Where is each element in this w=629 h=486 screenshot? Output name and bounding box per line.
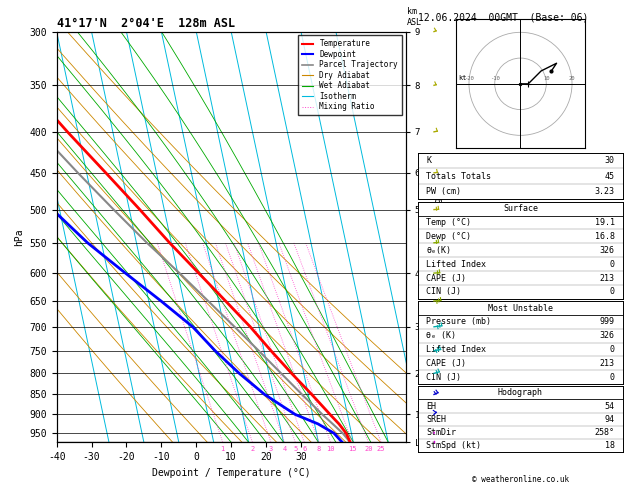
- Text: 213: 213: [599, 274, 615, 282]
- Text: 6: 6: [302, 446, 306, 452]
- Legend: Temperature, Dewpoint, Parcel Trajectory, Dry Adiabat, Wet Adiabat, Isotherm, Mi: Temperature, Dewpoint, Parcel Trajectory…: [298, 35, 402, 115]
- Text: CIN (J): CIN (J): [426, 287, 462, 296]
- Text: 4: 4: [282, 446, 287, 452]
- Text: 3: 3: [269, 446, 273, 452]
- Text: StmSpd (kt): StmSpd (kt): [426, 441, 481, 450]
- Text: km
ASL: km ASL: [407, 7, 422, 27]
- Text: 213: 213: [599, 359, 615, 368]
- Text: -20: -20: [464, 76, 474, 81]
- Text: 1: 1: [221, 446, 225, 452]
- Text: Surface: Surface: [503, 204, 538, 213]
- Text: 20: 20: [364, 446, 372, 452]
- Text: Pressure (mb): Pressure (mb): [426, 317, 491, 327]
- Text: SREH: SREH: [426, 415, 447, 424]
- Text: 8: 8: [317, 446, 321, 452]
- Text: 0: 0: [610, 373, 615, 382]
- Text: 30: 30: [604, 156, 615, 165]
- Text: Totals Totals: Totals Totals: [426, 172, 491, 181]
- Text: 19.1: 19.1: [594, 218, 615, 227]
- Text: 10: 10: [543, 76, 550, 81]
- Text: 326: 326: [599, 246, 615, 255]
- X-axis label: Dewpoint / Temperature (°C): Dewpoint / Temperature (°C): [152, 468, 311, 478]
- Text: 10: 10: [326, 446, 335, 452]
- Text: 16.8: 16.8: [594, 232, 615, 241]
- Text: 3.23: 3.23: [594, 187, 615, 196]
- Text: 25: 25: [377, 446, 386, 452]
- Text: 2: 2: [250, 446, 255, 452]
- Text: StmDir: StmDir: [426, 428, 457, 437]
- Text: θₑ(K): θₑ(K): [426, 246, 452, 255]
- Text: 15: 15: [348, 446, 357, 452]
- Text: 0: 0: [610, 287, 615, 296]
- Text: CAPE (J): CAPE (J): [426, 359, 467, 368]
- Text: 258°: 258°: [594, 428, 615, 437]
- Text: K: K: [426, 156, 431, 165]
- Text: θₑ (K): θₑ (K): [426, 331, 457, 340]
- Text: kt: kt: [459, 75, 467, 81]
- Y-axis label: Mixing Ratio (g/kg): Mixing Ratio (g/kg): [433, 193, 443, 281]
- Text: Dewp (°C): Dewp (°C): [426, 232, 472, 241]
- Text: Lifted Index: Lifted Index: [426, 260, 486, 269]
- Text: 12.06.2024  00GMT  (Base: 06): 12.06.2024 00GMT (Base: 06): [418, 12, 589, 22]
- Text: Hodograph: Hodograph: [498, 388, 543, 398]
- Text: PW (cm): PW (cm): [426, 187, 462, 196]
- Text: 5: 5: [293, 446, 298, 452]
- Text: Lifted Index: Lifted Index: [426, 345, 486, 354]
- Text: 54: 54: [604, 401, 615, 411]
- Text: EH: EH: [426, 401, 437, 411]
- Text: 18: 18: [604, 441, 615, 450]
- Text: -10: -10: [490, 76, 499, 81]
- Text: CIN (J): CIN (J): [426, 373, 462, 382]
- Y-axis label: hPa: hPa: [14, 228, 24, 246]
- Text: 0: 0: [610, 260, 615, 269]
- Text: 0: 0: [610, 345, 615, 354]
- Text: 41°17'N  2°04'E  128m ASL: 41°17'N 2°04'E 128m ASL: [57, 17, 235, 31]
- Text: 999: 999: [599, 317, 615, 327]
- Text: 20: 20: [569, 76, 576, 81]
- Text: Most Unstable: Most Unstable: [488, 304, 553, 312]
- Text: 94: 94: [604, 415, 615, 424]
- Text: © weatheronline.co.uk: © weatheronline.co.uk: [472, 474, 569, 484]
- Text: Temp (°C): Temp (°C): [426, 218, 472, 227]
- Text: 326: 326: [599, 331, 615, 340]
- Text: 45: 45: [604, 172, 615, 181]
- Text: CAPE (J): CAPE (J): [426, 274, 467, 282]
